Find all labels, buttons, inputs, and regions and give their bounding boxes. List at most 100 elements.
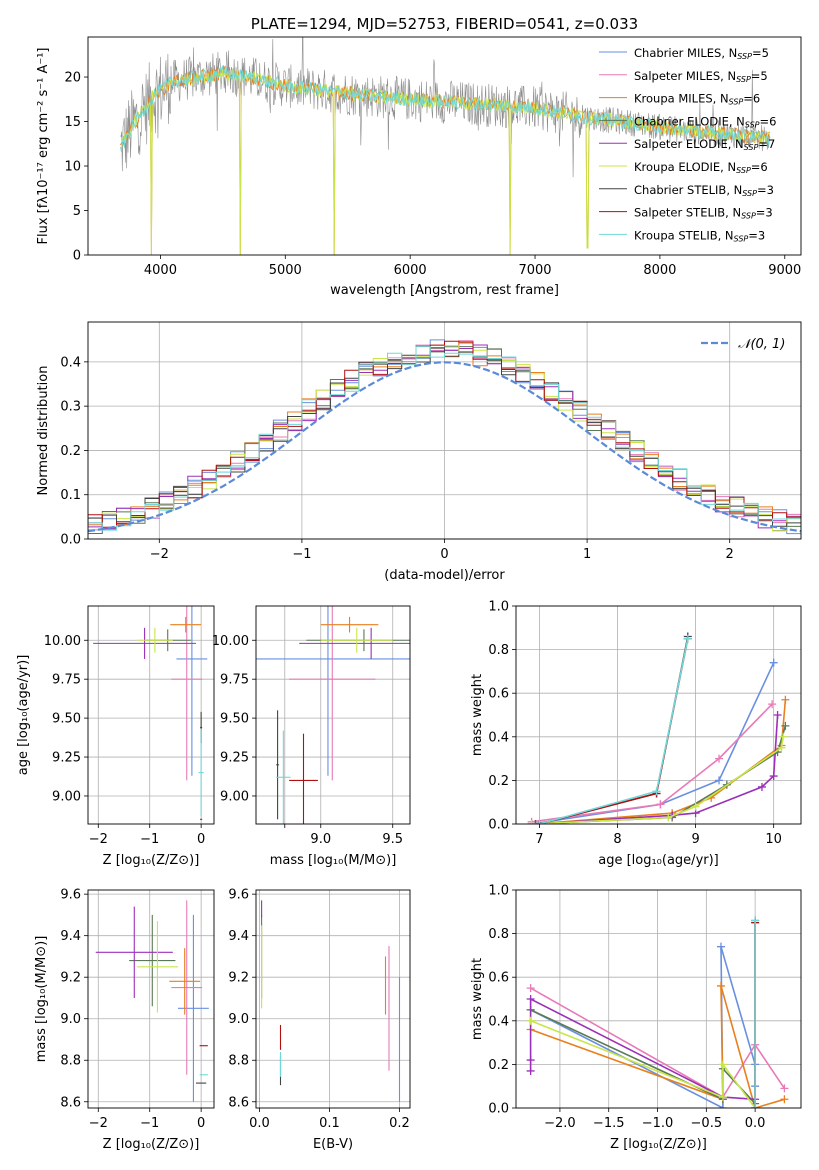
y-tick-label: 0.0	[488, 818, 509, 833]
series-line	[535, 714, 779, 824]
point-chabrier-miles	[178, 914, 209, 1102]
point-chabrier-miles	[256, 606, 410, 776]
data-point	[715, 776, 724, 785]
normal-curve-line	[88, 361, 801, 533]
x-tick-label: 2	[726, 547, 734, 562]
data-point	[769, 772, 778, 781]
x-tick-label: 9.5	[382, 832, 403, 847]
spectrum-title: PLATE=1294, MJD=52753, FIBERID=0541, z=0…	[251, 15, 638, 33]
histogram-series	[88, 340, 801, 539]
axes-frame	[87, 321, 802, 540]
point-kroupa-stelib	[276, 730, 291, 824]
mass-weight-vs-Z-xlabel: Z [log₁₀(Z/Z⊙)]	[610, 1137, 707, 1152]
data-point	[535, 820, 544, 824]
series-line	[531, 703, 773, 823]
y-tick-label: 10	[64, 160, 81, 175]
axes-frame	[87, 889, 215, 1109]
series-line	[531, 725, 787, 824]
x-tick-label: −1.5	[593, 1116, 625, 1131]
data-point	[526, 984, 535, 993]
plot-area-age-vs-Z	[93, 606, 208, 820]
plot-area-spectrum	[120, 37, 771, 255]
x-tick-label: 9000	[768, 263, 801, 278]
y-tick-label: 0.3	[60, 400, 81, 415]
y-tick-label: 1.0	[488, 600, 509, 615]
point-kroupa-elodie	[320, 627, 393, 653]
axes-frame	[515, 889, 802, 1109]
y-tick-label: 0.0	[488, 1102, 509, 1117]
y-tick-label: 9.75	[52, 673, 81, 688]
y-tick-label: 9.6	[228, 888, 249, 903]
data-point	[526, 1066, 535, 1075]
data-point	[691, 802, 700, 811]
x-tick-label: 1	[583, 547, 591, 562]
data-point	[718, 1093, 727, 1102]
mass-weight-vs-Z-ylabel: mass weight	[470, 958, 485, 1040]
y-tick-label: 9.0	[228, 1012, 249, 1027]
y-tick-label: 9.00	[220, 789, 249, 804]
series-kroupa-elodie	[527, 732, 788, 824]
y-tick-label: 9.25	[52, 751, 81, 766]
y-tick-label: 9.50	[220, 712, 249, 727]
series-line	[539, 636, 689, 824]
data-point	[526, 1016, 535, 1025]
y-tick-label: 0.2	[488, 1058, 509, 1073]
y-tick-label: 9.4	[60, 929, 81, 944]
x-tick-label: −2	[89, 832, 108, 847]
series-chabrier-elodie	[527, 721, 790, 824]
y-tick-label: 9.00	[52, 789, 81, 804]
axes-frame	[255, 605, 411, 825]
point-salpeter-miles	[289, 606, 376, 781]
x-tick-label: 5000	[269, 263, 302, 278]
axes-age-vs-Z: −2 −1 0 9.00 9.25 9.50 9.75 10.00	[44, 606, 214, 847]
series-line	[539, 638, 689, 824]
legend-label: Kroupa STELIB, NSSP=3	[634, 228, 765, 243]
y-tick-label: 9.6	[60, 888, 81, 903]
spectrum-legend: Chabrier MILES, NSSP=5 Salpeter MILES, NS…	[599, 46, 776, 243]
y-tick-label: 0.8	[488, 927, 509, 942]
y-tick-label: 9.4	[228, 929, 249, 944]
point-salpeter-elodie	[299, 627, 410, 659]
plot-area-mass-weight-vs-Z	[526, 916, 789, 1108]
x-tick-label: −0.5	[691, 1116, 723, 1131]
age-vs-Z-ylabel: age [log₁₀(age/yr)]	[16, 655, 31, 776]
data-point	[664, 813, 673, 822]
x-tick-label: 8000	[643, 263, 676, 278]
x-tick-label: 10	[765, 832, 782, 847]
point-chabrier-miles	[176, 606, 208, 776]
y-tick-label: 0.0	[60, 533, 81, 548]
y-tick-label: 0.1	[60, 488, 81, 503]
x-tick-label: −1	[292, 547, 311, 562]
x-tick-label: 0	[197, 832, 205, 847]
plot-area-mass-weight-vs-age	[527, 632, 790, 824]
data-point	[715, 754, 724, 763]
legend-label: Kroupa ELODIE, NSSP=6	[634, 160, 768, 175]
series-kroupa-stelib	[751, 916, 760, 1108]
point-kroupa-elodie	[136, 627, 173, 653]
point-kroupa-stelib	[198, 729, 204, 817]
point-kroupa-miles	[169, 948, 201, 1015]
axes-age-vs-mass: 9.0 9.5 9.00 9.25 9.50 9.75 10.00	[212, 606, 410, 847]
series-line	[531, 662, 775, 824]
x-tick-label: 0.2	[389, 1116, 410, 1131]
y-tick-label: 15	[64, 115, 81, 130]
data-point	[769, 658, 778, 667]
data-point	[718, 1104, 727, 1108]
axes-frame	[87, 605, 215, 825]
x-tick-label: −1	[140, 832, 159, 847]
series-kroupa-stelib	[535, 634, 692, 824]
y-tick-label: 9.2	[228, 971, 249, 986]
data-point	[683, 634, 692, 643]
x-tick-label: −2	[150, 547, 169, 562]
series-salpeter-miles	[527, 700, 777, 824]
point-salpeter-miles	[171, 606, 203, 781]
data-point	[716, 942, 725, 951]
x-tick-label: −1.0	[642, 1116, 674, 1131]
axes-mass-vs-Z: −2 −1 0 8.6 8.8 9.0 9.2 9.4 9.6	[60, 888, 214, 1131]
x-tick-label: 9	[691, 832, 699, 847]
y-tick-label: 10.00	[44, 634, 81, 649]
x-tick-label: 7	[535, 832, 543, 847]
plot-area-mass-vs-EBV	[261, 900, 401, 1102]
y-tick-label: 5	[73, 204, 81, 219]
age-vs-mass-xlabel: mass [log₁₀(M/M⊙)]	[270, 853, 397, 868]
